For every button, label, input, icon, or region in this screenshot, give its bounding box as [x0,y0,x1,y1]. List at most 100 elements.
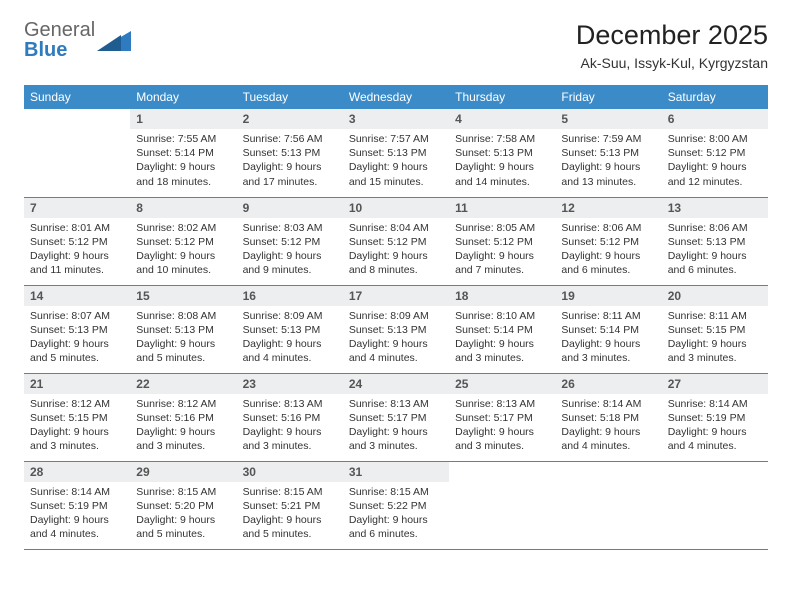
day-number: 27 [662,374,768,394]
day-content: Sunrise: 8:09 AMSunset: 5:13 PMDaylight:… [237,306,343,372]
weekday-header: Thursday [449,85,555,109]
calendar-cell: 14Sunrise: 8:07 AMSunset: 5:13 PMDayligh… [24,285,130,373]
day-number: 31 [343,462,449,482]
calendar-header-row: SundayMondayTuesdayWednesdayThursdayFrid… [24,85,768,109]
logo: General Blue [24,20,131,60]
day-content: Sunrise: 8:06 AMSunset: 5:12 PMDaylight:… [555,218,661,284]
day-content: Sunrise: 8:11 AMSunset: 5:14 PMDaylight:… [555,306,661,372]
calendar-cell: 23Sunrise: 8:13 AMSunset: 5:16 PMDayligh… [237,373,343,461]
day-number: 18 [449,286,555,306]
day-content: Sunrise: 8:06 AMSunset: 5:13 PMDaylight:… [662,218,768,284]
calendar-row: 1Sunrise: 7:55 AMSunset: 5:14 PMDaylight… [24,109,768,197]
weekday-header: Tuesday [237,85,343,109]
day-content: Sunrise: 8:15 AMSunset: 5:21 PMDaylight:… [237,482,343,548]
weekday-header: Friday [555,85,661,109]
day-number: 23 [237,374,343,394]
day-number: 3 [343,109,449,129]
day-number: 30 [237,462,343,482]
day-number: 17 [343,286,449,306]
day-number: 7 [24,198,130,218]
day-number: 12 [555,198,661,218]
month-title: December 2025 [576,20,768,51]
calendar-cell: 3Sunrise: 7:57 AMSunset: 5:13 PMDaylight… [343,109,449,197]
day-number: 21 [24,374,130,394]
calendar-cell: 20Sunrise: 8:11 AMSunset: 5:15 PMDayligh… [662,285,768,373]
day-number: 20 [662,286,768,306]
day-content: Sunrise: 7:59 AMSunset: 5:13 PMDaylight:… [555,129,661,195]
day-number: 11 [449,198,555,218]
day-content: Sunrise: 8:14 AMSunset: 5:19 PMDaylight:… [24,482,130,548]
day-number: 15 [130,286,236,306]
calendar-row: 21Sunrise: 8:12 AMSunset: 5:15 PMDayligh… [24,373,768,461]
day-content: Sunrise: 8:14 AMSunset: 5:18 PMDaylight:… [555,394,661,460]
header: General Blue December 2025 Ak-Suu, Issyk… [24,20,768,71]
day-number: 6 [662,109,768,129]
day-number: 19 [555,286,661,306]
day-number: 1 [130,109,236,129]
weekday-header: Wednesday [343,85,449,109]
logo-triangle-icon [97,25,131,56]
calendar-cell: 30Sunrise: 8:15 AMSunset: 5:21 PMDayligh… [237,461,343,549]
calendar-cell: 17Sunrise: 8:09 AMSunset: 5:13 PMDayligh… [343,285,449,373]
calendar-row: 7Sunrise: 8:01 AMSunset: 5:12 PMDaylight… [24,197,768,285]
calendar-cell: 5Sunrise: 7:59 AMSunset: 5:13 PMDaylight… [555,109,661,197]
day-number: 22 [130,374,236,394]
calendar-cell: 6Sunrise: 8:00 AMSunset: 5:12 PMDaylight… [662,109,768,197]
day-content: Sunrise: 8:03 AMSunset: 5:12 PMDaylight:… [237,218,343,284]
day-content: Sunrise: 8:07 AMSunset: 5:13 PMDaylight:… [24,306,130,372]
calendar-cell: 12Sunrise: 8:06 AMSunset: 5:12 PMDayligh… [555,197,661,285]
weekday-header: Monday [130,85,236,109]
calendar-cell: 24Sunrise: 8:13 AMSunset: 5:17 PMDayligh… [343,373,449,461]
calendar-table: SundayMondayTuesdayWednesdayThursdayFrid… [24,85,768,550]
calendar-cell [555,461,661,549]
calendar-cell: 26Sunrise: 8:14 AMSunset: 5:18 PMDayligh… [555,373,661,461]
day-number: 28 [24,462,130,482]
calendar-row: 28Sunrise: 8:14 AMSunset: 5:19 PMDayligh… [24,461,768,549]
day-content: Sunrise: 8:00 AMSunset: 5:12 PMDaylight:… [662,129,768,195]
day-number: 24 [343,374,449,394]
calendar-cell: 7Sunrise: 8:01 AMSunset: 5:12 PMDaylight… [24,197,130,285]
day-content: Sunrise: 8:15 AMSunset: 5:20 PMDaylight:… [130,482,236,548]
day-number: 10 [343,198,449,218]
day-content: Sunrise: 7:57 AMSunset: 5:13 PMDaylight:… [343,129,449,195]
calendar-cell: 4Sunrise: 7:58 AMSunset: 5:13 PMDaylight… [449,109,555,197]
day-content: Sunrise: 8:12 AMSunset: 5:15 PMDaylight:… [24,394,130,460]
logo-text-general: General [24,19,95,41]
day-number: 8 [130,198,236,218]
calendar-cell: 29Sunrise: 8:15 AMSunset: 5:20 PMDayligh… [130,461,236,549]
day-content: Sunrise: 8:02 AMSunset: 5:12 PMDaylight:… [130,218,236,284]
calendar-cell: 22Sunrise: 8:12 AMSunset: 5:16 PMDayligh… [130,373,236,461]
calendar-cell: 19Sunrise: 8:11 AMSunset: 5:14 PMDayligh… [555,285,661,373]
day-content: Sunrise: 8:12 AMSunset: 5:16 PMDaylight:… [130,394,236,460]
day-content: Sunrise: 7:55 AMSunset: 5:14 PMDaylight:… [130,129,236,195]
day-content: Sunrise: 8:13 AMSunset: 5:16 PMDaylight:… [237,394,343,460]
day-number: 26 [555,374,661,394]
calendar-cell [449,461,555,549]
day-number: 14 [24,286,130,306]
day-content: Sunrise: 8:15 AMSunset: 5:22 PMDaylight:… [343,482,449,548]
calendar-cell: 18Sunrise: 8:10 AMSunset: 5:14 PMDayligh… [449,285,555,373]
calendar-cell: 13Sunrise: 8:06 AMSunset: 5:13 PMDayligh… [662,197,768,285]
day-number: 4 [449,109,555,129]
calendar-row: 14Sunrise: 8:07 AMSunset: 5:13 PMDayligh… [24,285,768,373]
calendar-cell [24,109,130,197]
weekday-header: Sunday [24,85,130,109]
day-number: 5 [555,109,661,129]
calendar-cell: 8Sunrise: 8:02 AMSunset: 5:12 PMDaylight… [130,197,236,285]
calendar-cell: 16Sunrise: 8:09 AMSunset: 5:13 PMDayligh… [237,285,343,373]
calendar-cell: 27Sunrise: 8:14 AMSunset: 5:19 PMDayligh… [662,373,768,461]
day-number: 29 [130,462,236,482]
calendar-cell: 2Sunrise: 7:56 AMSunset: 5:13 PMDaylight… [237,109,343,197]
calendar-cell: 21Sunrise: 8:12 AMSunset: 5:15 PMDayligh… [24,373,130,461]
day-content: Sunrise: 7:56 AMSunset: 5:13 PMDaylight:… [237,129,343,195]
calendar-cell: 28Sunrise: 8:14 AMSunset: 5:19 PMDayligh… [24,461,130,549]
day-content: Sunrise: 8:11 AMSunset: 5:15 PMDaylight:… [662,306,768,372]
day-content: Sunrise: 8:13 AMSunset: 5:17 PMDaylight:… [343,394,449,460]
day-content: Sunrise: 8:14 AMSunset: 5:19 PMDaylight:… [662,394,768,460]
calendar-cell: 11Sunrise: 8:05 AMSunset: 5:12 PMDayligh… [449,197,555,285]
calendar-cell: 1Sunrise: 7:55 AMSunset: 5:14 PMDaylight… [130,109,236,197]
day-content: Sunrise: 8:05 AMSunset: 5:12 PMDaylight:… [449,218,555,284]
day-content: Sunrise: 7:58 AMSunset: 5:13 PMDaylight:… [449,129,555,195]
logo-text-blue: Blue [24,39,67,61]
calendar-cell: 10Sunrise: 8:04 AMSunset: 5:12 PMDayligh… [343,197,449,285]
